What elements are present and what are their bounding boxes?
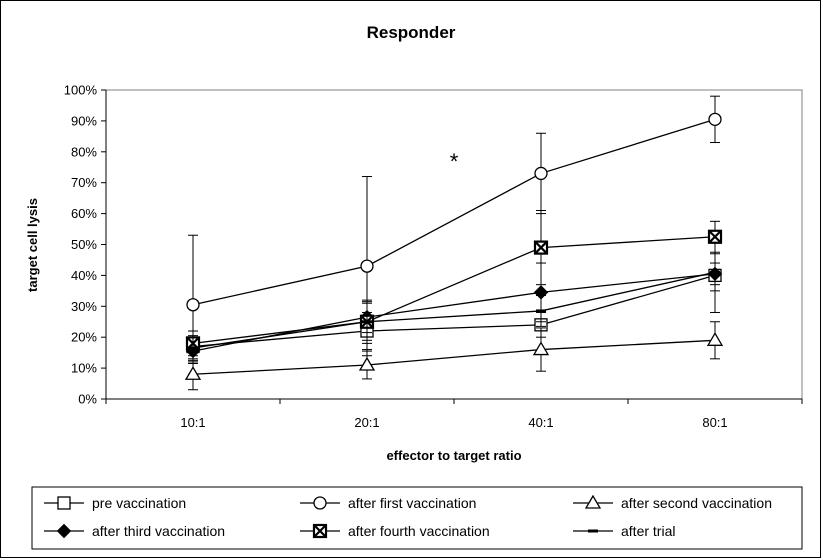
x-axis: 10:1 20:1 40:1 80:1 — [105, 398, 803, 430]
annotation-layer: * — [450, 149, 459, 174]
y-tick-label: 40% — [71, 268, 97, 283]
y-tick-label: 50% — [71, 237, 97, 252]
y-axis-title: target cell lysis — [25, 198, 40, 292]
marker-cross — [708, 229, 722, 244]
series-line — [192, 274, 716, 348]
y-tick-label: 0% — [78, 392, 97, 407]
legend-marker — [312, 523, 328, 539]
x-axis-title: effector to target ratio — [386, 448, 521, 463]
legend-label: after fourth vaccination — [348, 523, 490, 539]
x-tick-label: 80:1 — [702, 415, 727, 430]
legend-entry-5: after trial — [573, 523, 675, 539]
legend-label: after second vaccination — [621, 495, 772, 511]
data-point — [706, 331, 724, 346]
data-point — [184, 365, 202, 380]
chart-title: Responder — [367, 23, 456, 42]
legend-label: after third vaccination — [92, 523, 225, 539]
y-axis: 0% 10% 20% 30% 40% 50% 60% 70% 80% 90% 100% — [64, 83, 107, 407]
legend-entry-1: after first vaccination — [300, 495, 476, 511]
y-tick-label: 80% — [71, 144, 97, 159]
significance-asterisk: * — [450, 149, 459, 174]
x-tick-label: 20:1 — [354, 415, 379, 430]
legend-label: pre vaccination — [92, 495, 186, 511]
data-point — [358, 356, 376, 371]
y-tick-label: 30% — [71, 299, 97, 314]
y-tick-label: 10% — [71, 361, 97, 376]
y-tick-label: 70% — [71, 175, 97, 190]
data-point — [708, 112, 722, 127]
y-tick-label: 20% — [71, 330, 97, 345]
legend — [31, 486, 803, 550]
legend-entry-4: after fourth vaccination — [300, 523, 490, 539]
legend-marker — [313, 496, 327, 510]
x-tick-label: 40:1 — [528, 415, 553, 430]
data-point — [532, 341, 550, 356]
series-line — [192, 271, 716, 349]
series-line — [192, 273, 716, 352]
data-point — [186, 298, 200, 312]
data-point — [533, 240, 549, 255]
legend-entries: pre vaccination after first vaccination af… — [44, 494, 772, 539]
series-line — [192, 118, 716, 306]
data-point — [707, 229, 723, 244]
y-tick-label: 60% — [71, 206, 97, 221]
x-tick-label: 10:1 — [180, 415, 205, 430]
marker-cross — [313, 524, 327, 538]
series-line — [192, 339, 716, 375]
legend-label: after trial — [621, 523, 675, 539]
legend-entry-0: pre vaccination — [44, 495, 186, 511]
legend-entry-3: after third vaccination — [44, 523, 225, 539]
series-5 — [188, 253, 720, 361]
series-2 — [184, 321, 724, 391]
plot-area — [105, 89, 803, 400]
series-layer — [184, 95, 724, 391]
marker-cross — [534, 240, 548, 255]
series-4 — [185, 210, 723, 357]
legend-entry-2: after second vaccination — [573, 494, 772, 511]
legend-marker — [584, 494, 602, 509]
data-point — [360, 259, 374, 273]
y-tick-label: 100% — [64, 83, 98, 98]
legend-marker — [56, 523, 72, 539]
series-1 — [186, 95, 722, 375]
data-point — [534, 166, 548, 181]
series-line — [192, 236, 716, 345]
legend-label: after first vaccination — [348, 495, 476, 511]
legend-marker — [57, 496, 71, 510]
y-tick-label: 90% — [71, 113, 97, 128]
